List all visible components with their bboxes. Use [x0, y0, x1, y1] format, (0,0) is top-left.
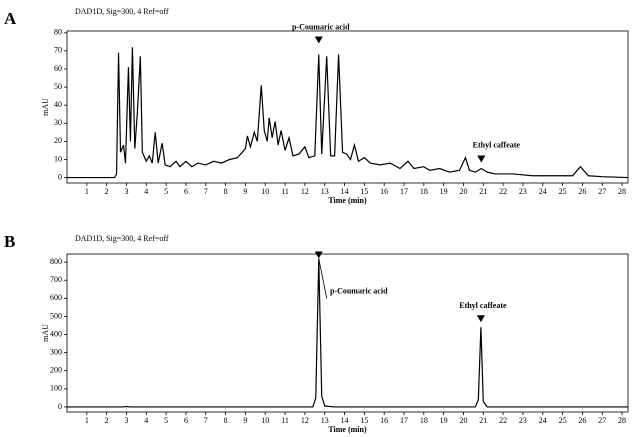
y-tick-label: 200	[50, 366, 62, 375]
x-tick-label: 14	[341, 416, 349, 425]
y-tick-label: 60	[54, 64, 62, 73]
y-tick-label: 30	[54, 118, 62, 127]
x-tick-label: 5	[164, 187, 168, 196]
x-tick-label: 10	[261, 187, 269, 196]
x-tick-label: 23	[519, 416, 527, 425]
x-tick-label: 4	[144, 416, 148, 425]
x-tick-label: 27	[598, 416, 606, 425]
x-tick-label: 16	[380, 187, 388, 196]
peak-marker	[314, 36, 323, 44]
x-tick-label: 16	[380, 416, 388, 425]
y-tick-label: 70	[54, 46, 62, 55]
x-tick-label: 5	[164, 416, 168, 425]
x-tick-label: 9	[243, 187, 247, 196]
chart-title: DAD1D, Sig=300, 4 Ref=off	[75, 234, 169, 243]
x-axis-label: Time (min)	[328, 425, 367, 434]
x-tick-label: 27	[598, 187, 606, 196]
y-tick-label: 700	[50, 275, 62, 284]
peak-marker	[476, 315, 485, 323]
y-tick-label: 800	[50, 257, 62, 266]
x-tick-label: 4	[144, 187, 148, 196]
y-axis-label: mAU	[41, 324, 50, 342]
x-tick-label: 7	[204, 416, 208, 425]
y-tick-label: 500	[50, 311, 62, 320]
x-tick-label: 22	[499, 187, 507, 196]
x-tick-label: 19	[440, 187, 448, 196]
x-tick-label: 1	[85, 416, 89, 425]
x-tick-label: 14	[341, 187, 349, 196]
x-tick-label: 8	[224, 416, 228, 425]
panel-label: A	[4, 9, 17, 28]
x-tick-label: 21	[479, 187, 487, 196]
trace	[67, 47, 629, 179]
annotation: p-Coumaric acid	[330, 286, 388, 295]
annotation: p-Coumaric acid	[292, 22, 350, 31]
x-tick-label: 17	[400, 187, 408, 196]
x-tick-label: 11	[281, 416, 289, 425]
y-tick-label: 600	[50, 293, 62, 302]
x-tick-label: 15	[360, 416, 368, 425]
x-tick-label: 28	[618, 416, 626, 425]
y-tick-label: 100	[50, 384, 62, 393]
x-tick-label: 3	[124, 416, 128, 425]
x-tick-label: 1	[85, 187, 89, 196]
x-tick-label: 24	[539, 187, 547, 196]
x-tick-label: 20	[459, 187, 467, 196]
y-axis-label: mAU	[41, 98, 50, 116]
annotation: Ethyl caffeate	[459, 301, 507, 310]
panel-label: B	[4, 232, 15, 251]
x-tick-label: 17	[400, 416, 408, 425]
y-tick-label: 20	[54, 136, 62, 145]
annotation: Ethyl caffeate	[473, 140, 521, 149]
x-tick-label: 12	[301, 187, 309, 196]
plot-frame	[66, 30, 629, 184]
x-tick-label: 21	[479, 416, 487, 425]
x-tick-label: 13	[321, 416, 329, 425]
y-tick-label: 300	[50, 347, 62, 356]
x-tick-label: 7	[204, 187, 208, 196]
x-tick-label: 6	[184, 187, 188, 196]
x-tick-label: 11	[281, 187, 289, 196]
x-tick-label: 6	[184, 416, 188, 425]
x-tick-label: 28	[618, 187, 626, 196]
y-tick-label: 0	[58, 172, 62, 181]
y-tick-label: 10	[54, 154, 62, 163]
x-axis-label: Time (min)	[328, 196, 367, 205]
y-tick-label: 50	[54, 82, 62, 91]
x-tick-label: 24	[539, 416, 547, 425]
x-tick-label: 15	[360, 187, 368, 196]
x-tick-label: 2	[105, 187, 109, 196]
y-tick-label: 40	[54, 100, 62, 109]
x-tick-label: 26	[578, 416, 586, 425]
x-tick-label: 18	[420, 416, 428, 425]
y-tick-label: 0	[58, 402, 62, 411]
x-tick-label: 2	[105, 416, 109, 425]
x-tick-label: 22	[499, 416, 507, 425]
x-tick-label: 19	[440, 416, 448, 425]
peak-marker	[477, 155, 486, 163]
y-tick-label: 80	[54, 28, 62, 37]
x-tick-label: 9	[243, 416, 247, 425]
peak-marker	[314, 251, 323, 259]
x-tick-label: 20	[459, 416, 467, 425]
x-tick-label: 18	[420, 187, 428, 196]
trace	[67, 258, 628, 408]
x-tick-label: 13	[321, 187, 329, 196]
x-tick-label: 26	[578, 187, 586, 196]
x-tick-label: 23	[519, 187, 527, 196]
chart-title: DAD1D, Sig=300, 4 Ref=off	[75, 7, 169, 16]
plot-frame	[66, 253, 629, 413]
y-tick-label: 400	[50, 329, 62, 338]
leader-line	[318, 258, 328, 299]
x-tick-label: 25	[559, 187, 567, 196]
x-tick-label: 25	[559, 416, 567, 425]
x-tick-label: 12	[301, 416, 309, 425]
x-tick-label: 8	[224, 187, 228, 196]
x-tick-label: 10	[261, 416, 269, 425]
x-tick-label: 3	[124, 187, 128, 196]
